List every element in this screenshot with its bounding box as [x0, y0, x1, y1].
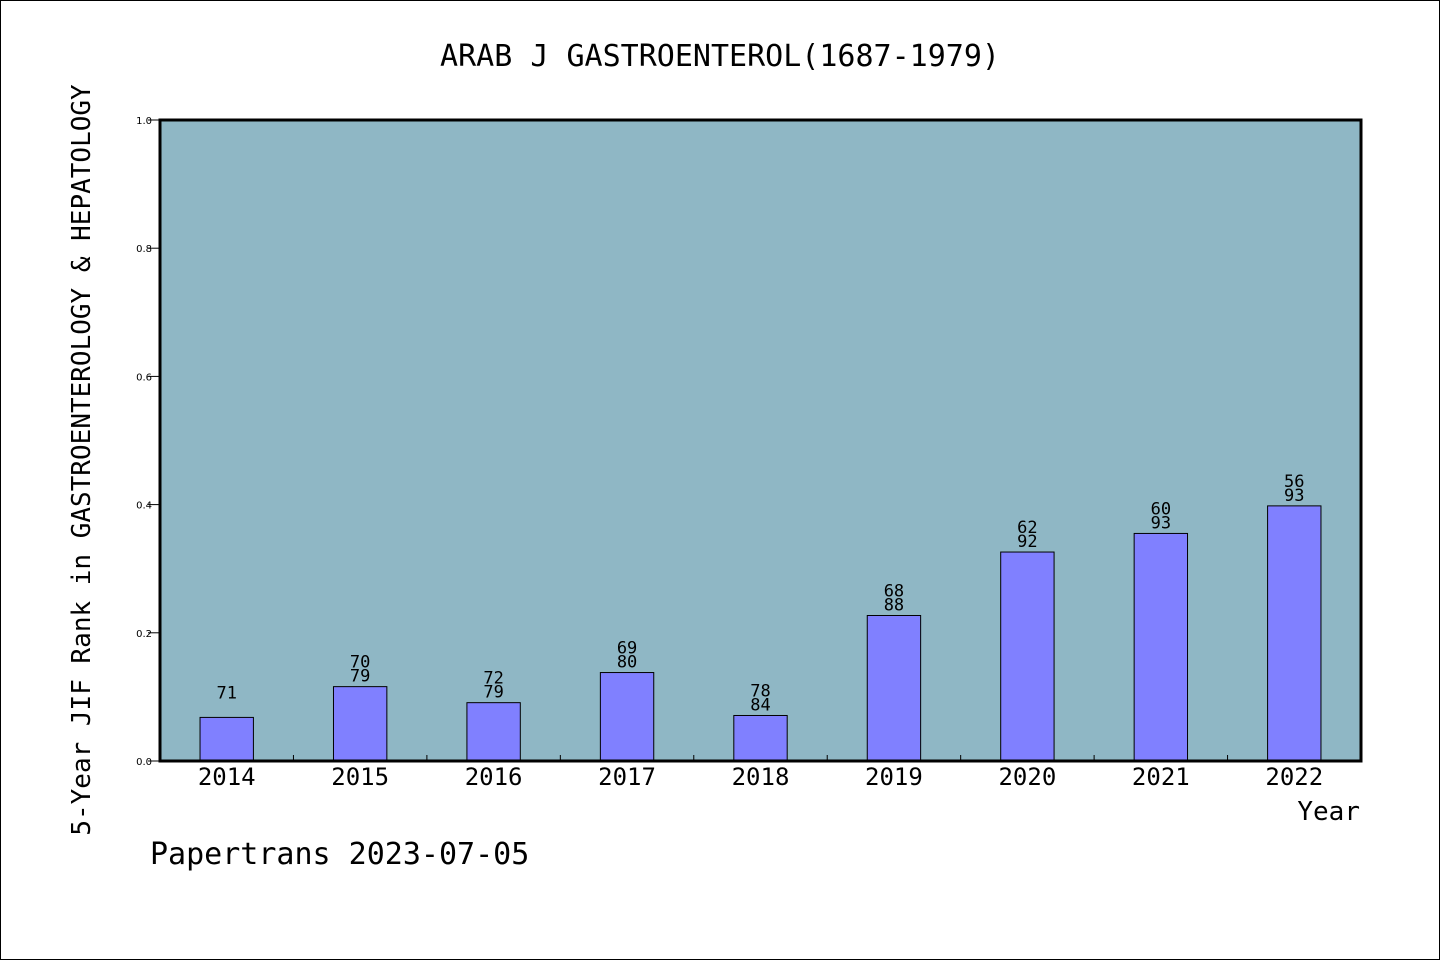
- bar-value-label: 80: [617, 653, 637, 673]
- y-tick-label: 0.8: [136, 244, 152, 255]
- bar-2015: [332, 686, 388, 762]
- bar-2022: [1267, 505, 1322, 762]
- x-tick-label-2019: 2019: [865, 763, 923, 791]
- bar-value-label: 93: [1151, 513, 1171, 533]
- plot-frame: [158, 118, 1363, 763]
- x-tick-label-2016: 2016: [465, 763, 523, 791]
- bar-2021: [1133, 532, 1189, 762]
- y-tick-label: 0.6: [136, 372, 152, 383]
- bar-value-label: 71: [216, 683, 236, 703]
- bar-value-label: 92: [1017, 532, 1037, 552]
- bar-value-label: 72: [483, 669, 503, 689]
- bar-value-label: 78: [750, 681, 770, 701]
- bar-value-label: 62: [1017, 518, 1037, 538]
- x-tick-label-2020: 2020: [998, 763, 1056, 791]
- bar-value-label: 69: [617, 639, 637, 659]
- y-tick-label: 0.4: [136, 501, 152, 512]
- bar-value-label: 56: [1284, 472, 1304, 492]
- x-tick-label-2017: 2017: [598, 763, 656, 791]
- y-tick-label: 0.2: [136, 629, 152, 640]
- y-axis-label: 5-Year JIF Rank in GASTROENTEROLOGY & HE…: [67, 84, 97, 836]
- x-tick-labels: 2014 2015 2016 2017 2018 2019 2020 2021 2022: [198, 763, 1323, 791]
- x-tick-label-2022: 2022: [1265, 763, 1323, 791]
- bar-value-label: 68: [884, 581, 904, 601]
- x-tick-label-2015: 2015: [331, 763, 389, 791]
- bar-value-label: 70: [350, 653, 370, 673]
- bar-value-label: 88: [884, 595, 904, 615]
- x-tick-label-2021: 2021: [1132, 763, 1190, 791]
- bar-2020: [1000, 551, 1055, 762]
- footer-watermark: Papertrans 2023-07-05: [150, 837, 529, 872]
- axis-ticks: [148, 119, 1229, 762]
- bar-value-label: 84: [750, 695, 770, 715]
- x-axis-label: Year: [1297, 797, 1360, 827]
- bar-value-label: 79: [483, 683, 503, 703]
- bar-2017: [599, 672, 655, 762]
- bar-2018: [733, 714, 788, 762]
- x-tick-label-2014: 2014: [198, 763, 256, 791]
- chart-title: ARAB J GASTROENTEROL(1687-1979): [440, 39, 1000, 74]
- bar-value-label: 79: [350, 667, 370, 687]
- bar-value-label: 60: [1151, 499, 1171, 519]
- bar-value-label: 93: [1284, 486, 1304, 506]
- x-tick-label-2018: 2018: [732, 763, 790, 791]
- y-tick-labels: 0.0 0.2 0.4 0.6 0.8 1.0: [136, 116, 152, 768]
- y-tick-label: 0.0: [136, 757, 152, 768]
- bar-2019: [866, 614, 922, 762]
- y-tick-label: 1.0: [136, 116, 152, 127]
- bar-2016: [466, 702, 521, 762]
- bar-2014: [199, 716, 254, 762]
